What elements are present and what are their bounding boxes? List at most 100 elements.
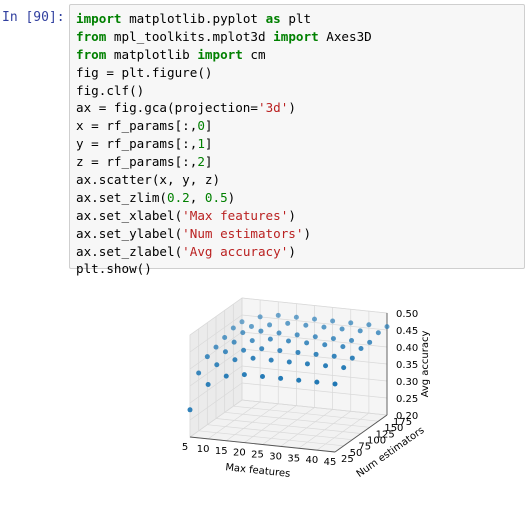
code-line: plt.show() [76,260,524,278]
code-text: ] [204,118,213,134]
z-gridline [189,399,243,438]
code-text: fig.clf() [76,82,145,98]
scatter-point [277,348,283,354]
x-tick-label: 40 [306,455,319,466]
code-text: mpl_toolkits.mplot3d [106,28,274,44]
scatter-point [223,373,229,379]
code-text: ax.scatter(x, y, z) [76,172,221,188]
x-tick-label: 10 [197,444,210,455]
z-gridline [241,399,388,416]
code-keyword: from [76,46,107,62]
code-string: 'Num estimators' [182,225,304,241]
scatter-point [257,314,263,320]
code-text: plt.show() [76,261,152,277]
code-number: 0 [197,118,205,134]
code-text: matplotlib [106,46,198,62]
x-tick-label: 45 [324,457,337,468]
y-tick-label: 150 [384,423,403,434]
code-text: fig = plt.figure() [76,64,213,80]
code-text: ax.set_xlabel( [76,207,183,223]
scatter-point [204,354,210,360]
scatter-point [260,374,265,379]
z-tick-label: 0.30 [396,377,418,388]
code-text: x = rf_params[:, [76,118,198,134]
code-line: fig = plt.figure() [76,64,524,82]
z-gridline [189,382,243,421]
code-cell-editor[interactable]: import matplotlib.pyplot as plt from mpl_… [69,4,525,276]
scatter-point [230,325,236,331]
code-text: ] [204,154,213,170]
scatter-point [250,355,256,361]
x-axis-line [189,436,336,453]
scatter-point [222,349,228,355]
code-text: ax.set_zlim( [76,189,167,205]
code-string: '3d' [257,100,289,116]
cell-output: 5 10 15 20 25 30 35 40 45 25 50 75 100 125 150 175 0.20 0… [69,276,525,516]
scatter-point [286,359,292,365]
code-text: Axes3D [318,28,372,44]
y-tick-label: 25 [341,454,354,465]
scatter-point [205,381,211,387]
z-tick-label: 0.40 [396,343,418,354]
scatter-point [349,355,355,361]
code-line: ax.set_zlabel('Avg accuracy') [76,243,524,261]
z-gridline [241,297,388,314]
scatter-point [258,328,264,334]
z-tick-label: 0.20 [396,411,418,422]
code-text: ] [204,136,213,152]
z-gridline [189,297,243,336]
scatter-point [214,362,220,368]
scatter-point [294,332,300,338]
scatter-point [286,338,291,344]
code-keyword: import [76,11,122,26]
code-text: ) [227,189,236,205]
scatter-point [314,379,320,385]
scatter-point [295,349,301,355]
z-gridline [241,348,388,365]
code-line: ax.scatter(x, y, z) [76,171,524,189]
scatter-point [278,375,284,381]
code-text: matplotlib.pyplot [121,11,266,26]
scatter-point [213,344,219,350]
x-tick-label: 25 [251,450,264,461]
code-line: ax.set_ylabel('Num estimators') [76,225,524,243]
code-line: ax.set_xlabel('Max features') [76,207,524,225]
scatter-point [349,337,355,343]
scatter-point [313,351,319,357]
y-gridline [198,430,344,447]
z-tick-label: 0.50 [396,309,418,320]
code-line: y = rf_params[:,1] [76,135,524,153]
scatter-point [321,324,327,330]
y-tick-label: 50 [350,448,363,459]
x-axis-label: Max features [225,462,291,480]
scatter-point [358,346,364,351]
code-text: ) [288,100,296,116]
scatter-point [231,339,237,345]
scatter-point [303,322,309,328]
scatter-point [248,323,254,329]
y-gridline [207,424,353,441]
z-tick-label: 0.35 [396,360,418,371]
input-prompt: In [90]: [2,10,65,25]
code-keyword: import [197,46,243,62]
scatter-point [339,326,345,332]
tick-labels: 5 10 15 20 25 30 35 40 45 2550751001251501750.200… [182,309,418,468]
scatter-point [357,328,363,334]
scatter-point [323,363,329,369]
y-tick-label: 125 [376,429,395,440]
code-string: 'Max features' [182,207,289,223]
scatter-points [187,312,390,413]
scatter-point [296,377,302,383]
code-number: 2 [197,154,205,170]
scatter-point [304,340,310,346]
code-line: x = rf_params[:,0] [76,117,524,135]
code-text: ax.set_ylabel( [76,225,183,241]
x-tick-label: 30 [269,451,282,462]
scatter-point [367,339,373,345]
scatter-point [276,330,282,336]
x-tick-label: 15 [215,446,228,457]
code-line: import matplotlib.pyplot as plt [76,10,524,28]
code-text: ax.set_zlabel( [76,243,183,259]
scatter-point [322,342,328,348]
code-text: , [189,189,205,205]
